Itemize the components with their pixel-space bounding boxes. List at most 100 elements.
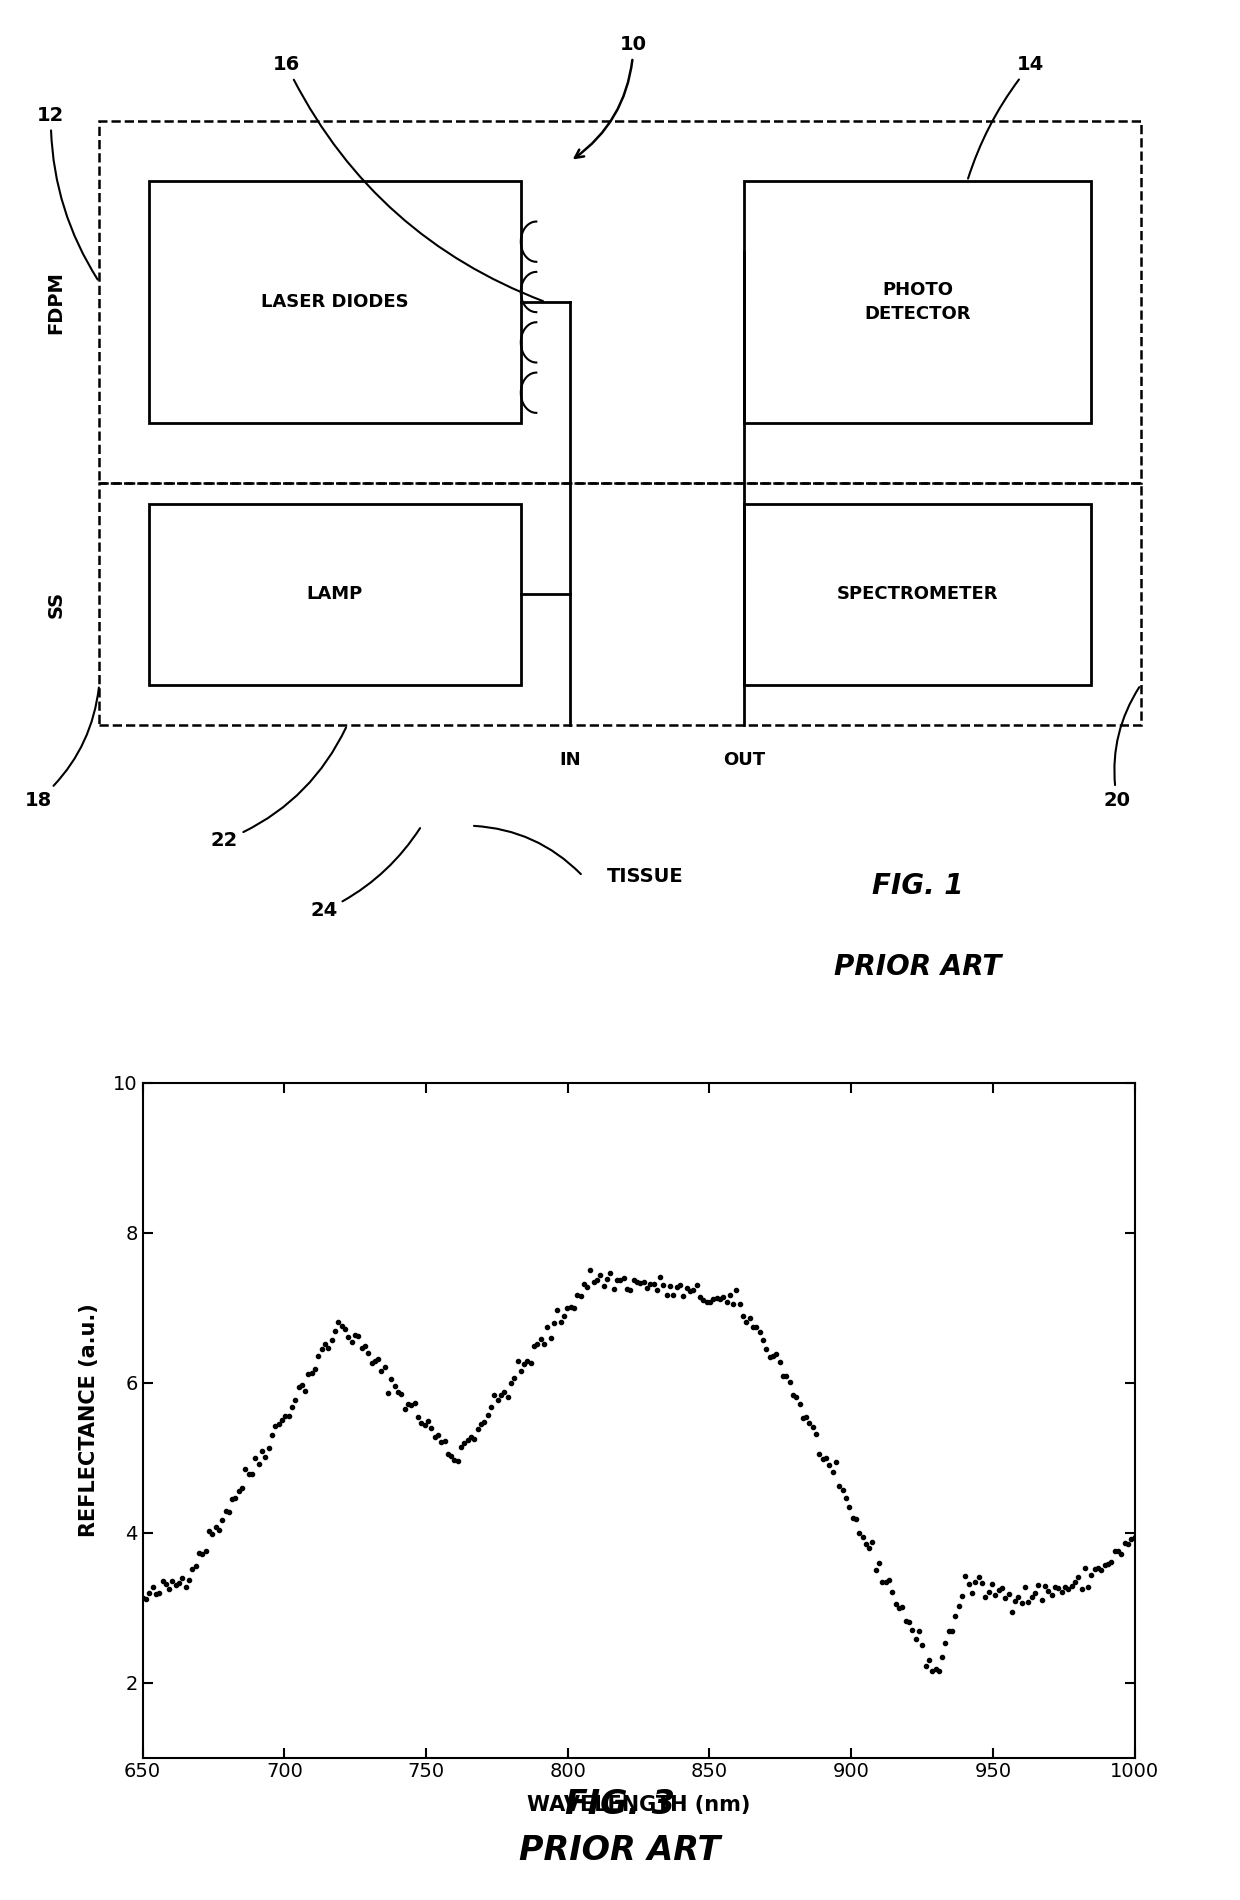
Point <box>846 1503 866 1533</box>
Point <box>899 1607 919 1638</box>
Point <box>232 1472 252 1503</box>
Point <box>355 1330 374 1360</box>
Point <box>806 1419 826 1450</box>
Point <box>782 1379 802 1410</box>
Point <box>311 1334 331 1364</box>
Bar <box>149 504 521 684</box>
Point <box>584 1267 604 1298</box>
X-axis label: WAVELENGTH (nm): WAVELENGTH (nm) <box>527 1796 750 1814</box>
Point <box>352 1332 372 1362</box>
Point <box>491 1379 511 1410</box>
Point <box>1099 1548 1118 1579</box>
Point <box>477 1400 497 1431</box>
Point <box>972 1568 992 1598</box>
Point <box>966 1568 986 1598</box>
Point <box>640 1269 660 1300</box>
Point <box>580 1254 600 1284</box>
Point <box>495 1378 515 1408</box>
Point <box>866 1556 885 1586</box>
Point <box>1048 1573 1068 1604</box>
Point <box>946 1600 966 1630</box>
Point <box>557 1292 577 1322</box>
Point <box>1025 1577 1045 1607</box>
Point <box>239 1459 259 1490</box>
Point <box>1042 1581 1061 1611</box>
Point <box>962 1579 982 1609</box>
Point <box>1006 1585 1025 1615</box>
Point <box>249 1448 269 1478</box>
Text: SS: SS <box>46 591 66 618</box>
Point <box>445 1444 465 1474</box>
Point <box>849 1518 869 1548</box>
Point <box>537 1313 557 1343</box>
Bar <box>744 504 1091 684</box>
Point <box>441 1440 461 1471</box>
Point <box>923 1655 942 1685</box>
Point <box>378 1378 398 1408</box>
Point <box>713 1281 733 1311</box>
Point <box>816 1442 836 1472</box>
Point <box>650 1262 670 1292</box>
Text: LAMP: LAMP <box>306 585 363 602</box>
Point <box>1045 1571 1065 1602</box>
Point <box>1058 1573 1078 1604</box>
Point <box>614 1264 634 1294</box>
Point <box>909 1615 929 1645</box>
Point <box>219 1497 239 1528</box>
Point <box>703 1284 723 1315</box>
Text: PRIOR ART: PRIOR ART <box>520 1834 720 1868</box>
Point <box>905 1624 925 1655</box>
Point <box>796 1402 816 1433</box>
Point <box>760 1341 780 1372</box>
Point <box>186 1550 206 1581</box>
Text: FDPM: FDPM <box>46 270 66 334</box>
Point <box>968 1562 988 1592</box>
Point <box>773 1360 792 1391</box>
Point <box>255 1442 275 1472</box>
Text: TISSUE: TISSUE <box>606 866 683 885</box>
Point <box>578 1271 598 1302</box>
Point <box>680 1277 699 1307</box>
Point <box>889 1594 909 1624</box>
Point <box>693 1284 713 1315</box>
Point <box>1115 1528 1135 1558</box>
Point <box>236 1454 255 1484</box>
Text: FIG. 3: FIG. 3 <box>565 1788 675 1822</box>
Point <box>465 1423 485 1454</box>
Point <box>412 1408 432 1438</box>
Point <box>475 1408 495 1438</box>
Bar <box>99 122 1141 483</box>
Text: SPECTROMETER: SPECTROMETER <box>837 585 998 602</box>
Point <box>1069 1562 1089 1592</box>
Point <box>1008 1583 1028 1613</box>
Point <box>743 1311 763 1341</box>
Point <box>382 1364 402 1395</box>
Point <box>392 1379 412 1410</box>
Point <box>1035 1569 1055 1600</box>
Point <box>929 1655 949 1685</box>
Text: PHOTO
DETECTOR: PHOTO DETECTOR <box>864 281 971 323</box>
Point <box>153 1566 172 1596</box>
Point <box>687 1269 707 1300</box>
Point <box>262 1419 281 1450</box>
Point <box>461 1421 481 1452</box>
Point <box>365 1345 384 1376</box>
Point <box>501 1368 521 1398</box>
Point <box>903 1615 923 1645</box>
Point <box>182 1554 202 1585</box>
Point <box>196 1537 216 1568</box>
Point <box>1038 1575 1058 1606</box>
Point <box>1079 1571 1099 1602</box>
Point <box>517 1345 537 1376</box>
Point <box>176 1571 196 1602</box>
Point <box>309 1341 329 1372</box>
Point <box>335 1313 355 1343</box>
Point <box>634 1267 653 1298</box>
Point <box>404 1387 424 1417</box>
Point <box>610 1265 630 1296</box>
Point <box>541 1322 560 1353</box>
Point <box>893 1592 913 1623</box>
Point <box>279 1400 299 1431</box>
Point <box>246 1444 265 1474</box>
Point <box>172 1562 192 1592</box>
